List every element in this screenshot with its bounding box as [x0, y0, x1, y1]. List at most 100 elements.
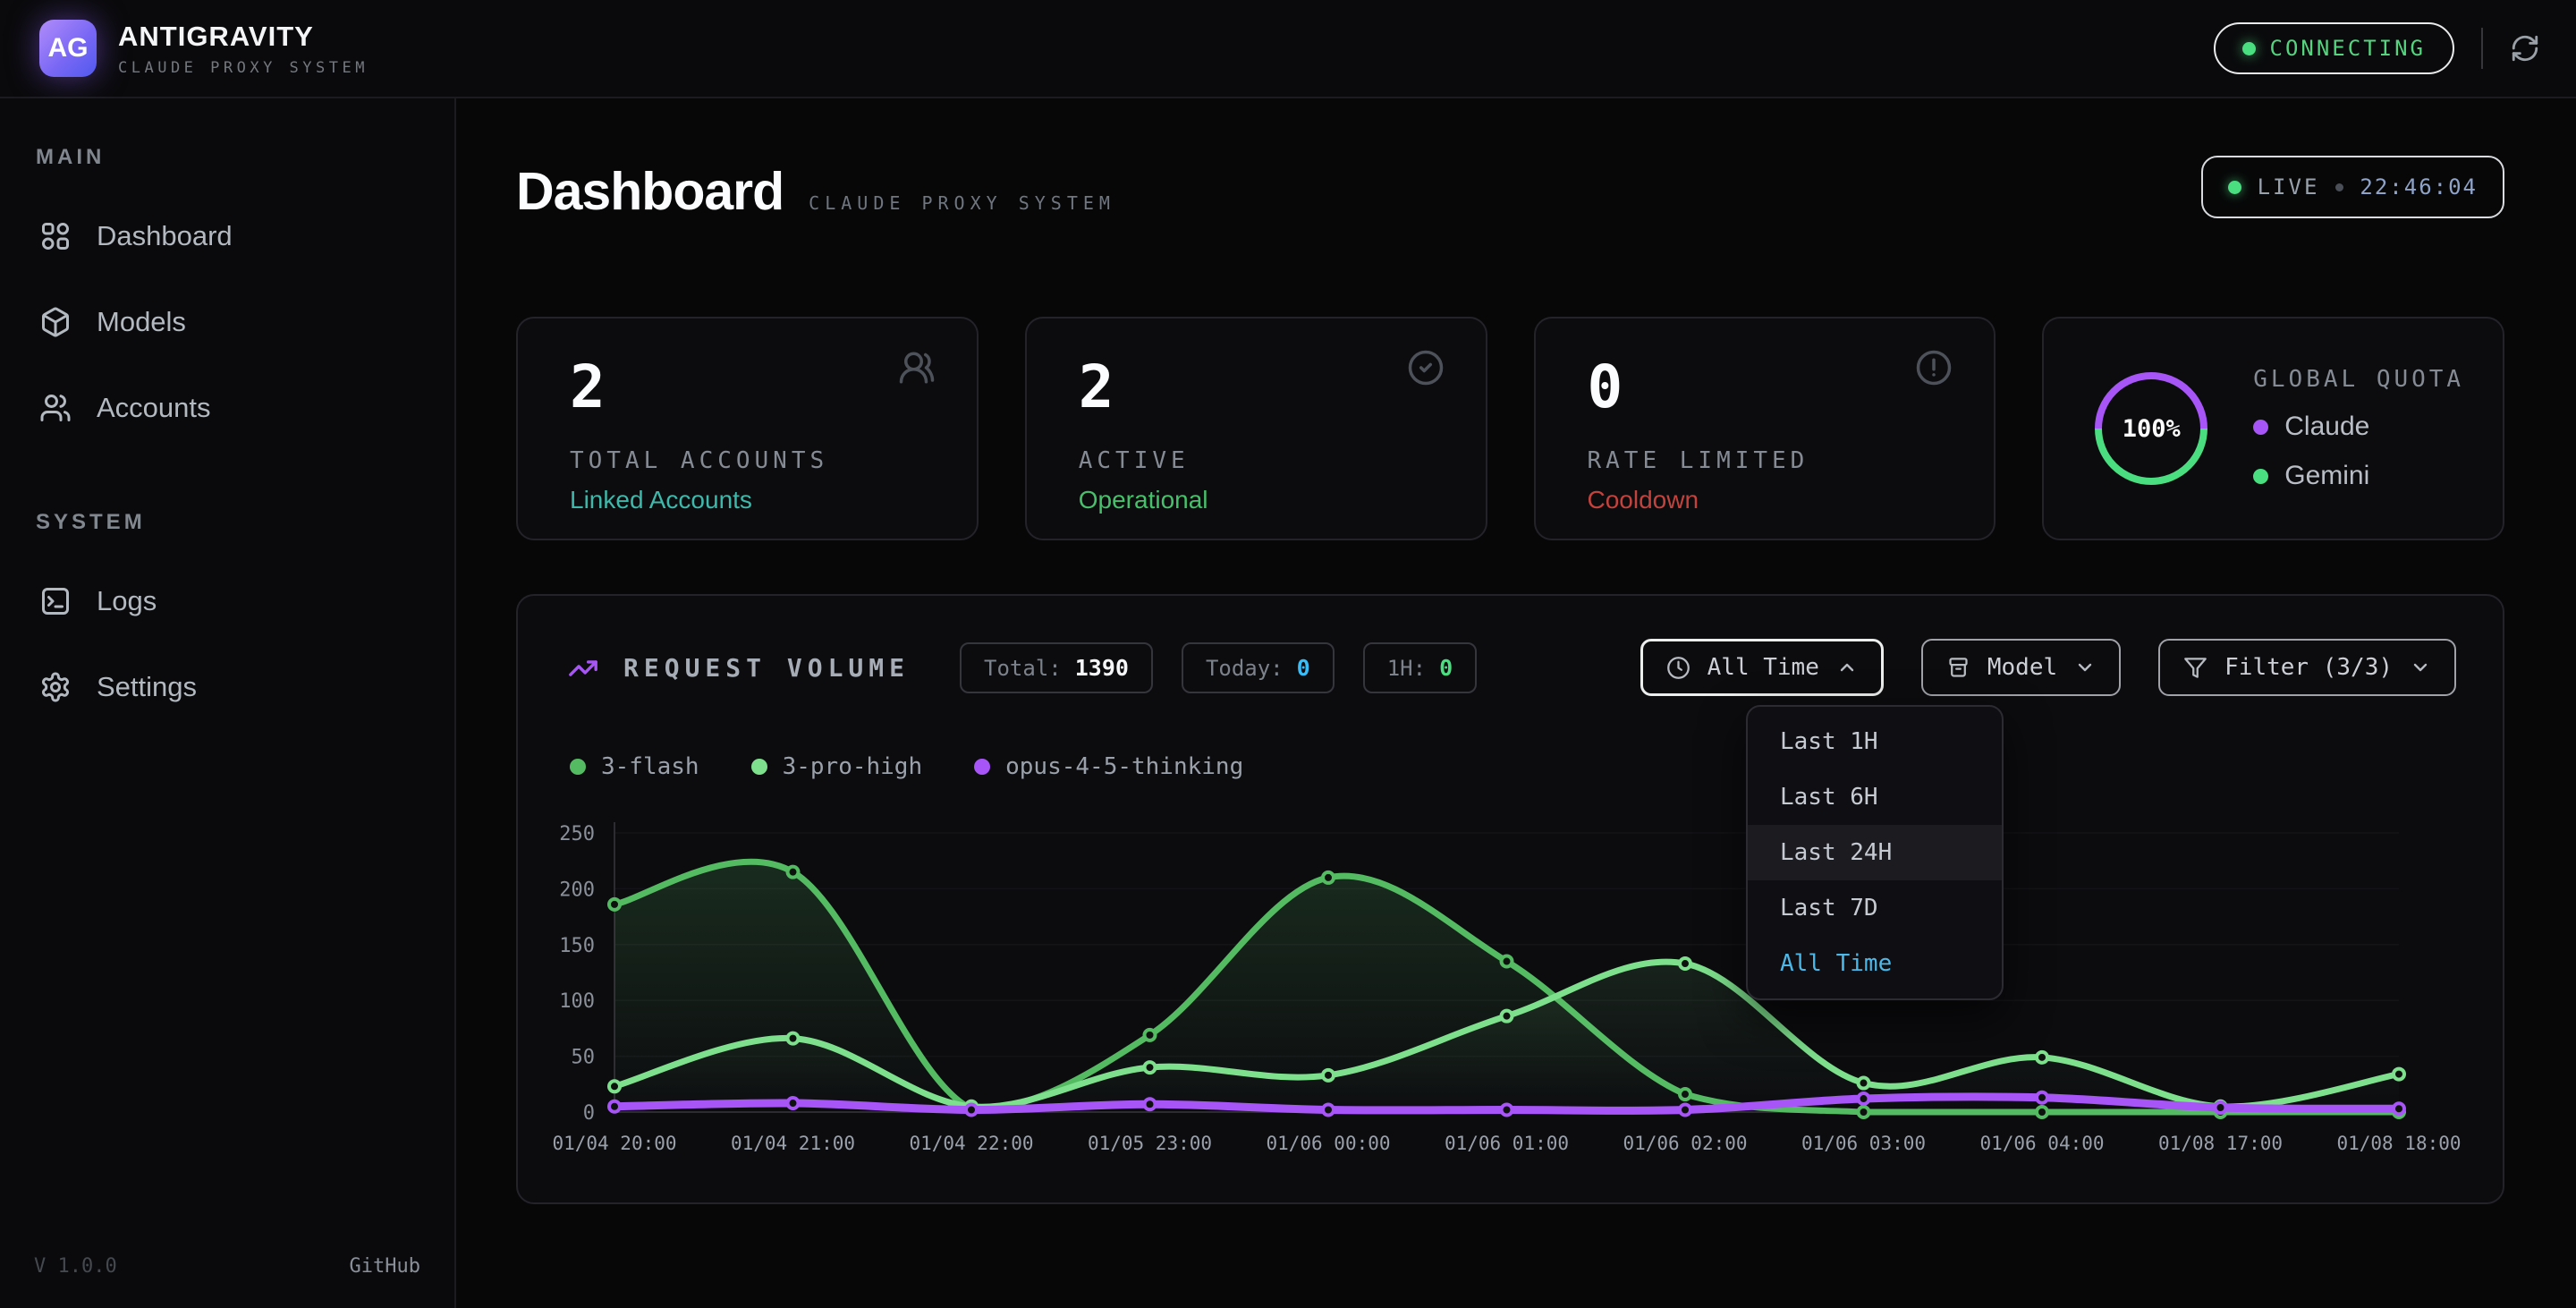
app-logo-text: AG	[47, 33, 89, 63]
x-tick-label: 01/05 23:00	[1088, 1133, 1212, 1154]
page-title: Dashboard	[516, 162, 784, 221]
legend-label: 3-flash	[601, 753, 699, 780]
stat-sublabel: Linked Accounts	[570, 486, 752, 514]
quota-ring-svg	[2095, 372, 2208, 485]
x-tick-label: 01/04 20:00	[552, 1133, 676, 1154]
y-tick-label: 150	[559, 935, 595, 957]
x-tick-label: 01/06 02:00	[1623, 1133, 1747, 1154]
stat-cards-row: 2 TOTAL ACCOUNTS Linked Accounts 2 ACTIV…	[516, 317, 2504, 540]
stat-value: 2	[1078, 352, 1114, 421]
quota-legend-claude: Claude	[2253, 412, 2464, 442]
refresh-icon	[2512, 35, 2538, 62]
x-tick-label: 01/06 03:00	[1801, 1133, 1926, 1154]
sidebar-item-label: Models	[97, 306, 186, 337]
legend-label: opus-4-5-thinking	[1005, 753, 1244, 780]
sidebar-item-settings[interactable]: Settings	[34, 644, 420, 730]
chart-controls: All Time Model Filter (3/3)	[1640, 639, 2456, 696]
users-icon	[40, 395, 71, 421]
live-clock: 22:46:04	[2360, 174, 2478, 200]
legend-dot-icon	[750, 759, 767, 775]
claude-dot-icon	[2253, 419, 2269, 435]
badge-value: 1390	[1074, 655, 1129, 681]
funnel-icon	[2184, 657, 2207, 678]
chart-title: REQUEST VOLUME	[623, 653, 911, 683]
app-logo: AG	[39, 20, 97, 77]
y-tick-label: 200	[559, 879, 595, 901]
live-dot-icon	[2227, 180, 2241, 194]
terminal-icon	[42, 588, 69, 615]
sidebar-footer: V 1.0.0 GitHub	[34, 1255, 420, 1278]
quota-legend-name: Claude	[2284, 412, 2370, 441]
x-tick-label: 01/06 04:00	[1979, 1133, 2104, 1154]
main-content: Dashboard CLAUDE PROXY SYSTEM LIVE 22:46…	[456, 98, 2576, 1308]
page-header: Dashboard CLAUDE PROXY SYSTEM LIVE 22:46…	[516, 156, 2504, 222]
active-accounts-card: 2 ACTIVE Operational	[1024, 317, 1487, 540]
sidebar: MAIN Dashboard Models Accounts SYSTEM Lo…	[0, 98, 456, 1308]
sidebar-item-label: Dashboard	[97, 220, 233, 251]
live-status-badge: LIVE 22:46:04	[2200, 156, 2504, 218]
total-badge: Total: 1390	[960, 642, 1153, 693]
filter-dropdown-label: Filter (3/3)	[2224, 654, 2393, 681]
alert-circle-icon	[1917, 350, 1952, 386]
model-dropdown-label: Model	[1987, 654, 2058, 681]
page-subtitle: CLAUDE PROXY SYSTEM	[809, 192, 1115, 214]
model-dropdown-button[interactable]: Model	[1920, 639, 2122, 696]
x-tick-label: 01/08 18:00	[2336, 1133, 2461, 1154]
legend-label: 3-pro-high	[782, 753, 923, 780]
sidebar-item-label: Settings	[97, 671, 198, 702]
sidebar-item-label: Logs	[97, 585, 157, 616]
clock-icon	[1666, 656, 1690, 679]
legend-dot-icon	[974, 759, 991, 775]
divider	[2481, 28, 2483, 69]
chevron-down-icon	[2078, 663, 2092, 672]
quota-title: GLOBAL QUOTA	[2253, 366, 2465, 393]
github-link[interactable]: GitHub	[349, 1255, 420, 1278]
legend-item-3-flash[interactable]: 3-flash	[570, 753, 699, 780]
menu-item-all-time[interactable]: All Time	[1780, 950, 1893, 977]
app-title: ANTIGRAVITY	[118, 20, 314, 52]
legend-item-opus[interactable]: opus-4-5-thinking	[974, 753, 1243, 780]
sidebar-item-models[interactable]: Models	[34, 279, 420, 365]
check-circle-icon	[1408, 350, 1443, 386]
legend-item-3-pro-high[interactable]: 3-pro-high	[750, 753, 923, 780]
stat-label: RATE LIMITED	[1587, 447, 1809, 474]
chevron-down-icon	[2413, 663, 2428, 672]
x-tick-label: 01/06 01:00	[1445, 1133, 1569, 1154]
stat-sublabel: Cooldown	[1587, 486, 1699, 514]
stat-label: TOTAL ACCOUNTS	[570, 447, 829, 474]
x-tick-label: 01/04 22:00	[909, 1133, 1033, 1154]
connection-status-text: CONNECTING	[2269, 36, 2426, 61]
total-accounts-card: 2 TOTAL ACCOUNTS Linked Accounts	[516, 317, 979, 540]
sidebar-item-accounts[interactable]: Accounts	[34, 365, 420, 451]
time-range-dropdown-menu: Last 1H Last 6H Last 24H Last 7D All Tim…	[1746, 705, 2004, 1000]
cube-icon	[42, 307, 69, 337]
request-volume-header: REQUEST VOLUME Total: 1390 Today: 0 1H: …	[568, 642, 1478, 693]
refresh-button[interactable]	[2510, 33, 2540, 64]
x-tick-label: 01/08 17:00	[2158, 1133, 2283, 1154]
chevron-up-icon	[1840, 663, 1854, 672]
stat-value: 2	[570, 352, 606, 421]
status-dot-icon	[2241, 41, 2256, 55]
menu-item-last-7d[interactable]: Last 7D	[1780, 895, 1878, 922]
sidebar-item-dashboard[interactable]: Dashboard	[34, 193, 420, 279]
time-range-dropdown-button[interactable]: All Time	[1640, 639, 1884, 696]
filter-dropdown-button[interactable]: Filter (3/3)	[2158, 639, 2456, 696]
gear-icon	[42, 672, 69, 702]
gemini-dot-icon	[2253, 468, 2269, 484]
rate-limited-card: 0 RATE LIMITED Cooldown	[1533, 317, 1996, 540]
menu-item-last-6h[interactable]: Last 6H	[1780, 784, 1878, 811]
sidebar-section-main: MAIN	[36, 145, 106, 169]
top-bar: AG ANTIGRAVITY CLAUDE PROXY SYSTEM CONNE…	[0, 0, 2576, 98]
menu-item-last-1h[interactable]: Last 1H	[1780, 728, 1878, 755]
quota-ring: 100%	[2090, 368, 2212, 489]
badge-value: 0	[1296, 655, 1310, 681]
sidebar-section-system: SYSTEM	[36, 510, 146, 534]
sidebar-item-logs[interactable]: Logs	[34, 558, 420, 644]
menu-item-last-24h[interactable]: Last 24H	[1748, 825, 2002, 880]
time-range-value: All Time	[1707, 654, 1819, 681]
request-volume-card: 0 50 100 150 200 250 01/04 20:00 01/04 21:00 01/…	[516, 594, 2504, 1204]
y-tick-label: 0	[583, 1102, 595, 1125]
badge-label: 1H:	[1386, 656, 1427, 681]
users-group-icon	[899, 352, 934, 384]
